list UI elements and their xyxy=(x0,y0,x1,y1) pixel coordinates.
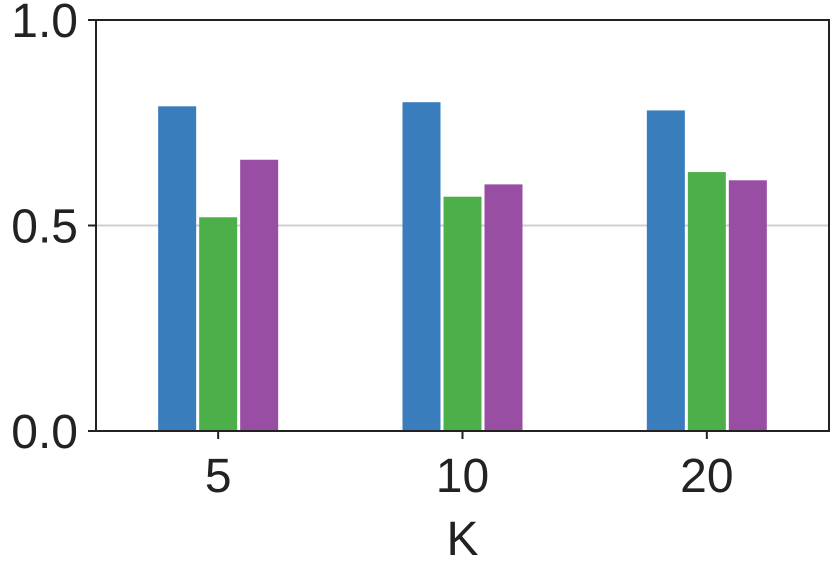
bar xyxy=(728,180,767,431)
bars-layer xyxy=(158,102,767,432)
axes-layer xyxy=(88,19,830,439)
bar xyxy=(199,217,238,431)
labels-layer: 5 10 20 0.0 0.5 1.0 K xyxy=(11,0,733,564)
x-tick-label: 5 xyxy=(205,450,232,503)
bar xyxy=(687,172,726,431)
bar xyxy=(240,159,279,432)
bar xyxy=(646,110,685,432)
bar xyxy=(484,184,523,431)
bar xyxy=(443,196,482,431)
y-tick-label: 0.0 xyxy=(11,406,78,459)
plot-frame xyxy=(95,19,830,432)
y-tick-label: 1.0 xyxy=(11,0,78,48)
x-tick-label: 10 xyxy=(436,450,489,503)
y-tick-label: 0.5 xyxy=(11,201,78,254)
x-tick-label: 20 xyxy=(680,450,733,503)
x-axis-label: K xyxy=(446,513,478,564)
bar xyxy=(158,106,197,431)
bar xyxy=(402,102,441,431)
